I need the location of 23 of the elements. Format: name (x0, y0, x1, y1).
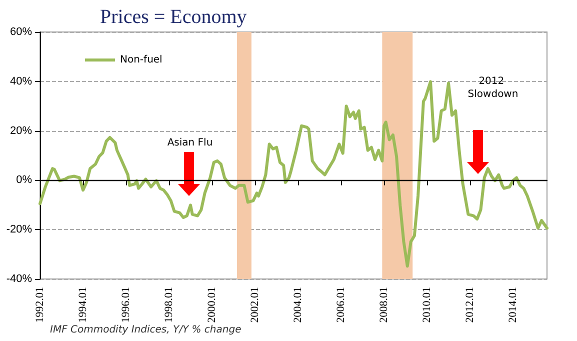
y-tick-label: 60% (10, 26, 32, 38)
annotation: 2012 Slowdown (468, 76, 518, 100)
y-tick-label: 40% (10, 75, 32, 88)
x-tick-label: 2006.01 (335, 287, 348, 323)
x-tick-label: 1992.01 (34, 287, 46, 323)
x-tick-label: 1996.01 (120, 287, 132, 323)
x-tick-label: 2010.01 (421, 287, 434, 323)
text: IMF Commodity Indices, Y/Y % change (50, 324, 242, 336)
x-tick-label: 2002.01 (249, 287, 262, 323)
x-tick-label: 2012.01 (464, 287, 476, 323)
x-tick-label: 1994.01 (77, 287, 90, 323)
x-tick-label: 1998.01 (163, 287, 176, 323)
y-tick-label: -20% (6, 224, 32, 236)
annotation: Asian Flu (167, 138, 213, 148)
y-tick-label: 0% (16, 174, 32, 186)
x-tick-label: 2008.01 (378, 287, 390, 323)
x-tick-label: 2000.01 (206, 287, 218, 323)
y-tick-label: -40% (6, 273, 32, 285)
x-tick-label: 2014.01 (507, 287, 520, 323)
x-tick-label: 2004.01 (292, 287, 304, 323)
chart-title: Prices = Economy (100, 6, 247, 28)
y-tick-label: 20% (10, 124, 32, 137)
legend-label: Non-fuel (120, 54, 162, 66)
